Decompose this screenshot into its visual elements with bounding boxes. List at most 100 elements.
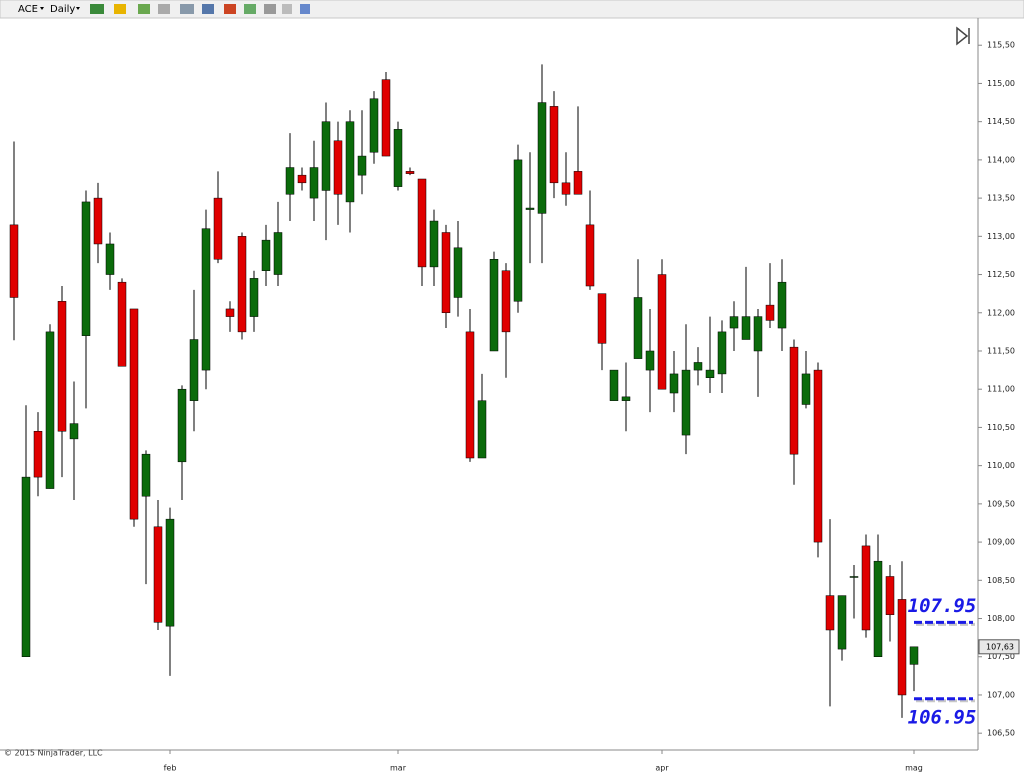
y-tick-label: 114,00 bbox=[987, 155, 1015, 164]
candle-body bbox=[645, 350, 655, 371]
candle-body bbox=[453, 247, 463, 298]
candle-body bbox=[513, 159, 523, 302]
candle-body bbox=[681, 369, 691, 436]
y-tick-label: 114,50 bbox=[987, 117, 1015, 126]
x-tick-label: feb bbox=[164, 764, 177, 773]
candle-body bbox=[621, 396, 631, 401]
candle-body bbox=[153, 526, 163, 623]
candle-body bbox=[93, 197, 103, 245]
y-tick-label: 109,50 bbox=[987, 499, 1015, 508]
y-tick-label: 107,50 bbox=[987, 652, 1015, 661]
candle-body bbox=[489, 259, 499, 352]
y-tick-label: 113,00 bbox=[987, 232, 1015, 241]
last-price-label: 107,63 bbox=[986, 642, 1014, 651]
candle-body bbox=[213, 197, 223, 260]
y-tick-label: 109,00 bbox=[987, 538, 1015, 547]
candle-body bbox=[297, 174, 307, 184]
properties-button[interactable] bbox=[300, 4, 310, 14]
x-tick-label: mag bbox=[905, 764, 923, 773]
indicator-button[interactable] bbox=[224, 4, 236, 14]
dropdown-arrow bbox=[76, 7, 80, 10]
candle-body bbox=[669, 373, 679, 394]
y-tick-label: 108,00 bbox=[987, 614, 1015, 623]
draw-button[interactable] bbox=[114, 4, 126, 14]
interval-selector[interactable]: Daily bbox=[50, 4, 75, 15]
tool-button[interactable] bbox=[158, 4, 170, 14]
candle-body bbox=[537, 102, 547, 214]
y-tick-label: 110,50 bbox=[987, 423, 1015, 432]
chart-style-button[interactable] bbox=[90, 4, 104, 14]
candle-body bbox=[33, 430, 43, 478]
level-label: 106.95 bbox=[908, 706, 977, 728]
dropdown-arrow bbox=[40, 7, 44, 10]
candle-body bbox=[333, 140, 343, 195]
y-tick-label: 108,50 bbox=[987, 576, 1015, 585]
candle-body bbox=[21, 476, 31, 657]
instrument-selector[interactable]: ACE bbox=[18, 4, 38, 15]
candle-body bbox=[729, 316, 739, 329]
candle-body bbox=[549, 106, 559, 184]
candle-body bbox=[357, 155, 367, 176]
candle-body bbox=[57, 301, 67, 432]
candle-body bbox=[849, 576, 859, 578]
candle-body bbox=[585, 224, 595, 287]
candle-body bbox=[501, 270, 511, 333]
candle-body bbox=[609, 369, 619, 401]
y-tick-label: 112,50 bbox=[987, 270, 1015, 279]
candle-body bbox=[393, 129, 403, 187]
candle-body bbox=[717, 331, 727, 375]
x-tick-label: apr bbox=[655, 764, 669, 773]
candle-body bbox=[597, 293, 607, 344]
candle-body bbox=[285, 167, 295, 195]
candle-body bbox=[897, 599, 907, 696]
candle-body bbox=[189, 339, 199, 401]
search-button[interactable] bbox=[202, 4, 214, 14]
candle-body bbox=[105, 243, 115, 275]
candle-body bbox=[129, 308, 139, 520]
level-label: 107.95 bbox=[908, 595, 977, 617]
candle-body bbox=[753, 316, 763, 352]
insert-button[interactable] bbox=[138, 4, 150, 14]
candle-body bbox=[657, 274, 667, 390]
candle-body bbox=[525, 207, 535, 210]
y-tick-label: 112,00 bbox=[987, 308, 1015, 317]
zoom-button[interactable] bbox=[180, 4, 194, 14]
candle-body bbox=[477, 400, 487, 459]
candle-body bbox=[177, 388, 187, 463]
candle-body bbox=[381, 79, 391, 157]
candle-body bbox=[261, 239, 271, 271]
candle-body bbox=[777, 281, 787, 329]
candle-body bbox=[249, 278, 259, 317]
candle-body bbox=[405, 171, 415, 174]
y-tick-label: 110,00 bbox=[987, 461, 1015, 470]
copy-button[interactable] bbox=[282, 4, 292, 14]
candle-body bbox=[885, 576, 895, 615]
toolbar-icons bbox=[90, 4, 310, 14]
candle-body bbox=[369, 98, 379, 153]
candle-body bbox=[141, 453, 151, 497]
candle-body bbox=[765, 304, 775, 321]
candle-body bbox=[813, 369, 823, 543]
candle-body bbox=[441, 232, 451, 314]
scroll-end-button[interactable] bbox=[956, 26, 970, 46]
copyright: © 2015 NinjaTrader, LLC bbox=[4, 749, 103, 758]
y-tick-label: 111,00 bbox=[987, 385, 1015, 394]
candle-body bbox=[861, 545, 871, 631]
y-tick-label: 111,50 bbox=[987, 346, 1015, 355]
candle-body bbox=[9, 224, 19, 298]
candle-body bbox=[165, 518, 175, 627]
candle-body bbox=[69, 423, 79, 440]
candle-body bbox=[561, 182, 571, 195]
strategy-button[interactable] bbox=[244, 4, 256, 14]
candle-body bbox=[633, 297, 643, 359]
template-button[interactable] bbox=[264, 4, 276, 14]
y-tick-label: 106,50 bbox=[987, 729, 1015, 738]
candle-body bbox=[837, 595, 847, 650]
candle-body bbox=[429, 220, 439, 268]
last-price-box bbox=[978, 639, 1020, 655]
candle-body bbox=[45, 331, 55, 489]
candle-body bbox=[825, 595, 835, 631]
candle-body bbox=[117, 281, 127, 367]
candle-body bbox=[81, 201, 91, 336]
